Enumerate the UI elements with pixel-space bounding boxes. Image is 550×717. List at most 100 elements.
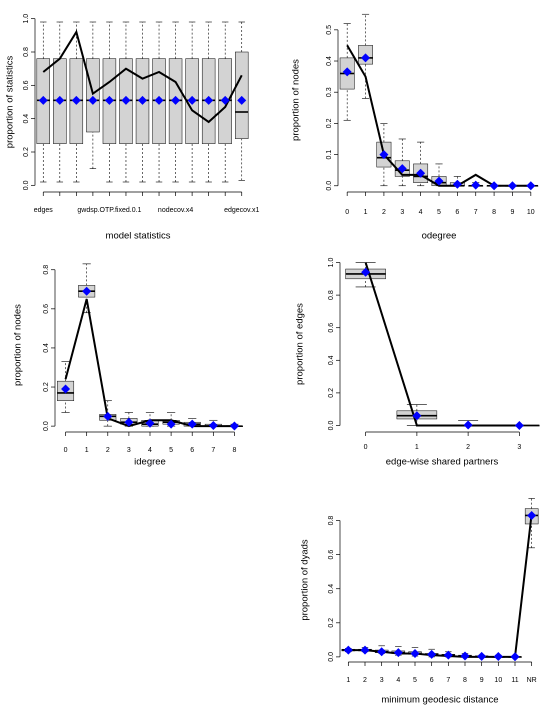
mean-marker	[527, 510, 537, 520]
mean-marker	[379, 150, 389, 160]
y-tick-label: 0.0	[23, 180, 30, 190]
y-tick-label: 0.0	[43, 421, 50, 431]
observed-line	[348, 513, 533, 658]
x-tick-label: 4	[396, 677, 400, 684]
x-tick-label: 5	[413, 677, 417, 684]
x-tick-label: 9	[511, 209, 515, 216]
mean-marker	[510, 652, 520, 662]
mean-marker	[460, 651, 470, 661]
mean-marker	[55, 95, 65, 105]
x-tick-label: 4	[148, 447, 152, 454]
x-tick-label: 3	[400, 209, 404, 216]
mean-marker	[82, 286, 92, 296]
y-tick-label: 0.5	[326, 25, 333, 35]
mean-marker	[208, 421, 218, 431]
x-tick-label: 6	[430, 677, 434, 684]
x-tick-label: 9	[480, 677, 484, 684]
observed-line	[364, 262, 520, 427]
mean-marker	[166, 419, 176, 429]
x-tick-label: 0	[64, 447, 68, 454]
y-axis-title: proportion of edges	[295, 303, 306, 385]
x-tick-label: 6	[455, 209, 459, 216]
mean-marker	[229, 421, 239, 431]
x-tick-label: 11	[511, 677, 518, 684]
x-tick-label: 7	[474, 209, 478, 216]
x-tick-label: 7	[211, 447, 215, 454]
y-tick-label: 0.2	[328, 618, 335, 628]
mean-marker	[220, 95, 230, 105]
y-axis-title: proportion of nodes	[13, 304, 24, 386]
x-tick-label: edgecov.x1	[224, 207, 259, 214]
y-tick-label: 0.8	[328, 290, 335, 300]
mean-marker	[412, 411, 422, 421]
mean-marker	[237, 95, 247, 105]
y-tick-label: 0.1	[326, 150, 333, 160]
x-axis-title: model statistics	[106, 231, 171, 242]
y-tick-label: 0.6	[328, 550, 335, 560]
mean-marker	[103, 411, 113, 421]
mean-marker	[171, 95, 181, 105]
box	[86, 58, 100, 133]
mean-marker	[204, 95, 214, 105]
y-tick-label: 0.8	[43, 265, 50, 275]
mean-marker	[145, 418, 155, 428]
x-tick-label: nodecov.x4	[158, 207, 193, 214]
x-tick-label: 3	[380, 677, 384, 684]
x-tick-label: 5	[437, 209, 441, 216]
mean-marker	[360, 645, 370, 655]
y-tick-label: 0.3	[326, 87, 333, 97]
y-tick-label: 0.2	[43, 382, 50, 392]
y-tick-label: 0.4	[326, 56, 333, 66]
mean-marker	[471, 180, 481, 190]
y-axis-title: proportion of statistics	[5, 56, 16, 149]
x-tick-label: 3	[127, 447, 131, 454]
y-tick-label: 0.8	[328, 516, 335, 526]
x-tick-label: 1	[415, 444, 419, 451]
y-tick-label: 0.4	[328, 355, 335, 365]
x-tick-label: 8	[232, 447, 236, 454]
x-tick-label: 2	[382, 209, 386, 216]
y-tick-label: 0.6	[328, 323, 335, 333]
mean-marker	[361, 53, 371, 63]
mean-marker	[121, 95, 131, 105]
x-tick-label: 0	[364, 444, 368, 451]
x-tick-label: 4	[419, 209, 423, 216]
mean-marker	[187, 95, 197, 105]
x-axis-title: minimum geodesic distance	[381, 695, 498, 706]
mean-marker	[452, 179, 462, 189]
mean-marker	[489, 181, 499, 191]
mean-marker	[104, 95, 114, 105]
x-tick-label: 8	[463, 677, 467, 684]
y-axis-title: proportion of dyads	[300, 539, 311, 621]
mean-marker	[493, 652, 503, 662]
y-tick-label: 0.4	[43, 343, 50, 353]
x-tick-label: 5	[169, 447, 173, 454]
y-tick-label: 0.4	[23, 114, 30, 124]
mean-marker	[416, 168, 426, 178]
mean-marker	[38, 95, 48, 105]
mean-marker	[154, 95, 164, 105]
mean-marker	[427, 649, 437, 659]
mean-marker	[463, 420, 473, 430]
box	[235, 51, 249, 139]
y-axis-title: proportion of nodes	[291, 59, 302, 141]
y-tick-label: 0.6	[23, 80, 30, 90]
mean-marker	[71, 95, 81, 105]
y-tick-label: 0.2	[326, 118, 333, 128]
observed-line	[64, 298, 235, 428]
x-axis-title: edge-wise shared partners	[386, 457, 499, 468]
mean-marker	[61, 384, 71, 394]
x-tick-label: 1	[85, 447, 89, 454]
mean-marker	[397, 164, 407, 174]
y-tick-label: 1.0	[23, 14, 30, 24]
mean-marker	[443, 650, 453, 660]
observed-line	[42, 29, 243, 124]
x-tick-label: 2	[363, 677, 367, 684]
mean-marker	[377, 647, 387, 657]
y-tick-label: 1.0	[328, 258, 335, 268]
mean-marker	[342, 67, 352, 77]
x-tick-label: 2	[106, 447, 110, 454]
x-axis-title: idegree	[134, 457, 166, 468]
mean-marker	[343, 645, 353, 655]
x-tick-label: 10	[494, 677, 502, 684]
